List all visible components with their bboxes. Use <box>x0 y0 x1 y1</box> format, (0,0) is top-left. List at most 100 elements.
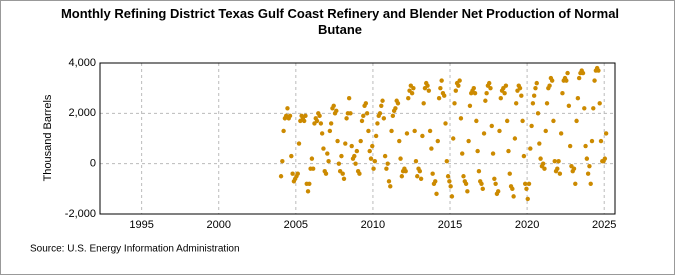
point <box>512 136 518 141</box>
point <box>296 141 302 146</box>
point <box>596 68 601 73</box>
point <box>289 153 294 159</box>
point <box>574 118 579 124</box>
point <box>537 141 542 146</box>
point <box>479 181 484 186</box>
point <box>426 88 432 93</box>
point <box>301 118 307 124</box>
point <box>498 96 503 101</box>
point <box>495 189 501 194</box>
point <box>382 153 388 159</box>
point <box>542 166 547 171</box>
point <box>580 70 586 76</box>
point <box>489 123 494 129</box>
point <box>447 179 452 184</box>
point <box>309 156 315 161</box>
x-tick-label: 2010 <box>361 219 385 231</box>
point <box>529 123 534 129</box>
y-tick-label: 2,000 <box>68 107 96 119</box>
point <box>444 158 450 164</box>
point <box>343 141 348 146</box>
point <box>503 83 509 88</box>
point <box>417 169 423 174</box>
source-note: Source: U.S. Energy Information Administ… <box>30 244 240 255</box>
point <box>372 158 378 164</box>
point <box>584 156 590 161</box>
point <box>290 171 295 176</box>
point <box>319 131 325 136</box>
point <box>287 113 293 119</box>
point <box>384 166 389 171</box>
point <box>339 153 344 159</box>
point <box>335 138 340 144</box>
point <box>504 118 510 124</box>
point <box>449 194 455 199</box>
point <box>533 85 538 91</box>
point <box>528 146 533 151</box>
point <box>540 161 546 166</box>
point <box>433 179 438 184</box>
point <box>585 171 591 176</box>
y-axis-label: Thousand Barrels <box>42 94 54 181</box>
point <box>510 186 515 192</box>
point <box>399 174 405 179</box>
point <box>592 78 597 83</box>
point <box>386 179 392 184</box>
point <box>597 101 602 106</box>
point <box>303 113 308 119</box>
point <box>353 161 358 166</box>
point <box>361 113 366 119</box>
point <box>321 146 326 151</box>
point <box>443 121 448 126</box>
point <box>492 176 497 181</box>
point <box>323 171 329 176</box>
point <box>598 138 604 144</box>
point <box>543 128 548 134</box>
point <box>575 96 581 101</box>
point <box>452 101 457 106</box>
point <box>544 101 550 106</box>
point <box>513 101 519 106</box>
point <box>460 151 465 156</box>
point <box>357 171 362 176</box>
point <box>564 78 569 83</box>
point <box>358 138 363 144</box>
point <box>506 148 511 154</box>
point <box>436 96 442 101</box>
point <box>368 156 374 161</box>
point <box>588 181 593 186</box>
point <box>472 91 478 96</box>
point <box>395 101 401 106</box>
point <box>371 166 376 171</box>
point <box>557 171 563 176</box>
point <box>538 156 543 161</box>
y-tick-label: -2,000 <box>65 208 96 220</box>
y-tick-label: 0 <box>90 158 96 170</box>
point <box>326 158 331 164</box>
point <box>404 131 410 136</box>
point <box>430 171 435 176</box>
point <box>278 174 284 179</box>
point <box>429 146 434 151</box>
point <box>381 116 387 121</box>
point <box>556 158 561 164</box>
point <box>359 118 365 124</box>
point <box>427 128 433 134</box>
point <box>295 171 300 176</box>
point <box>555 166 560 171</box>
point <box>522 181 528 186</box>
point <box>325 151 330 156</box>
point <box>474 118 479 124</box>
point <box>573 181 578 186</box>
point <box>412 128 417 134</box>
point <box>524 186 529 192</box>
point <box>507 171 512 176</box>
point <box>438 85 443 91</box>
point <box>583 143 588 149</box>
point <box>587 163 592 169</box>
point <box>466 138 471 144</box>
point <box>567 143 573 149</box>
point <box>535 111 541 116</box>
